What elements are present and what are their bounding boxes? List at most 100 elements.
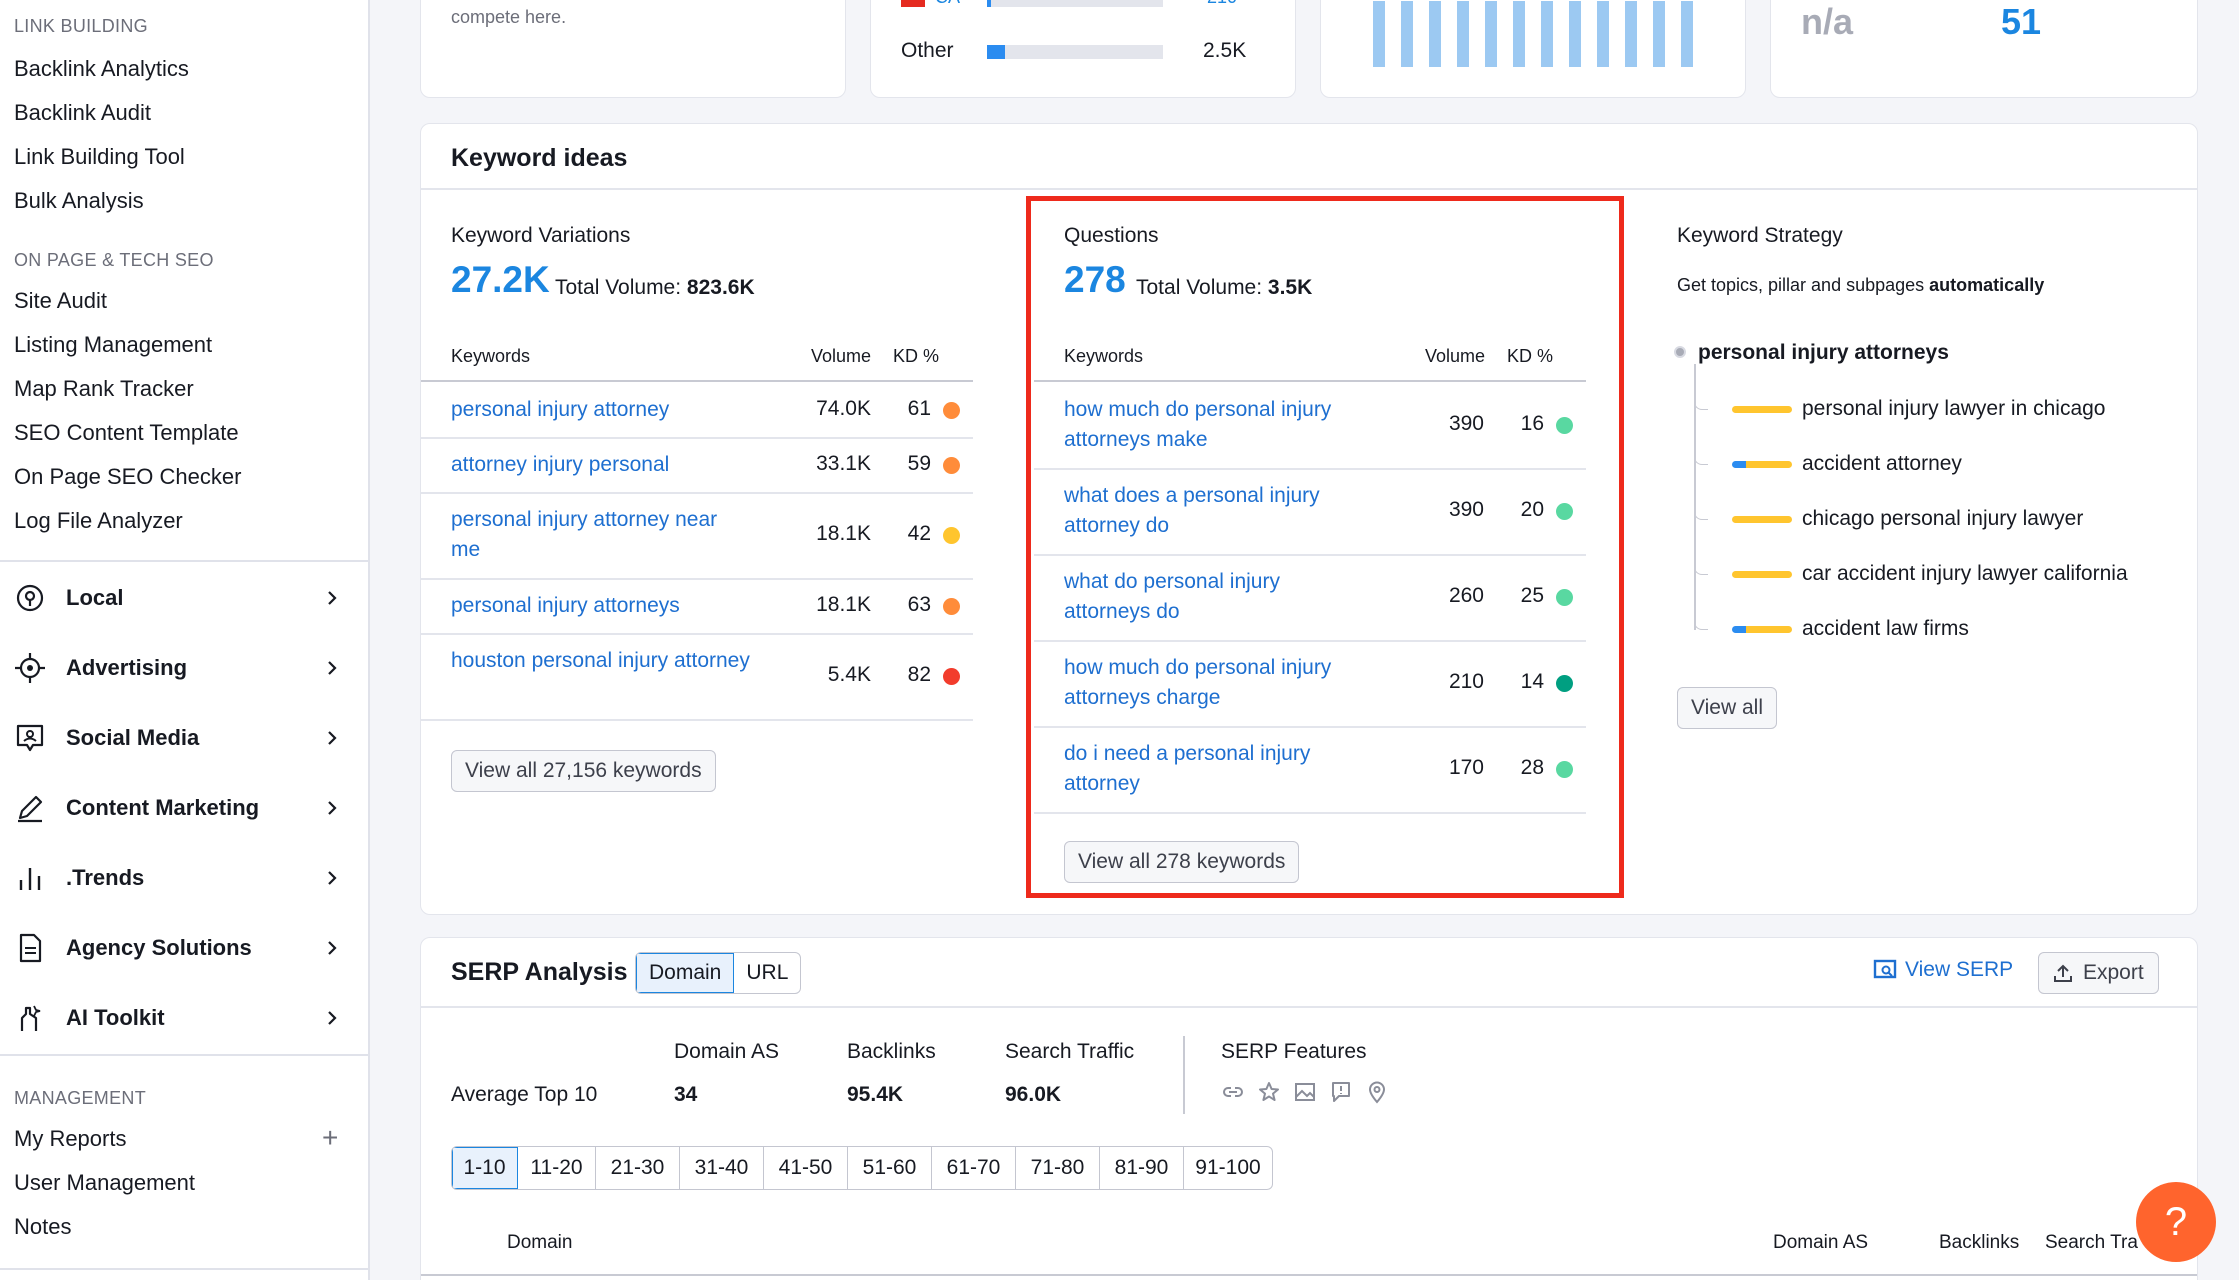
trend-bar bbox=[1429, 1, 1441, 67]
col-domain-header: Domain bbox=[507, 1232, 573, 1253]
chevron-right-icon bbox=[328, 941, 337, 955]
management-heading: MANAGEMENT bbox=[14, 1088, 147, 1108]
sidebar-item-trends[interactable]: .Trends bbox=[0, 848, 368, 908]
sidebar-item-bulk-analysis[interactable]: Bulk Analysis bbox=[14, 188, 144, 213]
page-tab[interactable]: 31-40 bbox=[680, 1147, 764, 1189]
sidebar-item-local[interactable]: Local bbox=[0, 568, 368, 628]
sidebar-item-link-building-tool[interactable]: Link Building Tool bbox=[14, 144, 185, 169]
sidebar-item-user-management[interactable]: User Management bbox=[14, 1170, 195, 1195]
page-tab[interactable]: 51-60 bbox=[848, 1147, 932, 1189]
onpage-heading: ON PAGE & TECH SEO bbox=[14, 250, 214, 270]
sidebar-item-backlink-analytics[interactable]: Backlink Analytics bbox=[14, 56, 189, 81]
keyword-link[interactable]: personal injury attorney bbox=[451, 397, 670, 421]
chevron-right-icon bbox=[328, 801, 337, 815]
page-tab[interactable]: 91-100 bbox=[1195, 1156, 1261, 1179]
count-value: 51 bbox=[2001, 1, 2042, 42]
average-top10-label: Average Top 10 bbox=[451, 1083, 598, 1106]
keyword-kd: 14 bbox=[1520, 670, 1544, 693]
tree-item-label[interactable]: chicago personal injury lawyer bbox=[1802, 507, 2084, 530]
sidebar-item-map-rank-tracker[interactable]: Map Rank Tracker bbox=[14, 376, 194, 401]
sidebar-item-backlink-audit[interactable]: Backlink Audit bbox=[14, 100, 151, 125]
trend-bar bbox=[1569, 1, 1581, 67]
sidebar-item-seo-content-template[interactable]: SEO Content Template bbox=[14, 420, 239, 445]
trend-bar bbox=[1401, 1, 1413, 67]
chat-bubble-icon bbox=[12, 720, 48, 756]
tree-item-label[interactable]: accident law firms bbox=[1802, 617, 1969, 640]
keyword-volume: 33.1K bbox=[816, 451, 871, 475]
variations-count[interactable]: 27.2K bbox=[451, 259, 550, 300]
col-keywords-header: Keywords bbox=[451, 346, 531, 366]
location-icon bbox=[1368, 1081, 1386, 1104]
search-traffic-value: 96.0K bbox=[1005, 1083, 1062, 1106]
tree-item-label[interactable]: accident attorney bbox=[1802, 452, 1962, 475]
tree-root-label[interactable]: personal injury attorneys bbox=[1698, 341, 1949, 364]
tree-branch-line bbox=[1694, 396, 1708, 410]
questions-count[interactable]: 278 bbox=[1064, 259, 1126, 300]
export-button[interactable]: Export bbox=[2038, 952, 2159, 994]
sidebar-item-on-page-seo-checker[interactable]: On Page SEO Checker bbox=[14, 464, 242, 489]
keyword-link[interactable]: do i need a personal injury attorney bbox=[1064, 742, 1311, 795]
keyword-volume: 170 bbox=[1448, 756, 1484, 779]
sidebar-item-label: Agency Solutions bbox=[66, 935, 252, 960]
toggle-url[interactable]: URL bbox=[746, 961, 789, 984]
keyword-link[interactable]: what does a personal injury attorney do bbox=[1064, 484, 1320, 537]
serp-analysis-card: SERP Analysis Domain URL View SERP Expor… bbox=[420, 937, 2198, 1280]
tree-bar-blue bbox=[1732, 626, 1746, 633]
kd-difficulty-dot bbox=[1556, 675, 1573, 692]
table-header-line bbox=[1034, 380, 1586, 382]
trend-bar bbox=[1373, 1, 1385, 67]
view-all-questions-button[interactable]: View all 278 keywords bbox=[1064, 841, 1300, 883]
page-tab[interactable]: 1-10 bbox=[452, 1147, 518, 1189]
strategy-title: Keyword Strategy bbox=[1677, 224, 1843, 247]
chevron-right-icon bbox=[328, 871, 337, 885]
keyword-link[interactable]: personal injury attorneys bbox=[451, 593, 680, 617]
serp-table-header-line bbox=[421, 1274, 2197, 1276]
sidebar-item-label: Local bbox=[66, 585, 124, 610]
keyword-kd: 28 bbox=[1520, 756, 1544, 779]
keyword-link[interactable]: attorney injury personal bbox=[451, 452, 670, 476]
tree-branch-line bbox=[1694, 451, 1708, 465]
keyword-link[interactable]: personal injury attorney near me bbox=[451, 508, 718, 561]
page-tab[interactable]: 41-50 bbox=[764, 1147, 848, 1189]
location-pin-icon bbox=[12, 580, 48, 616]
sidebar-item-agency-solutions[interactable]: Agency Solutions bbox=[0, 918, 368, 978]
table-row-divider bbox=[421, 437, 973, 439]
keyword-link[interactable]: what do personal injury attorneys do bbox=[1064, 570, 1280, 623]
toggle-domain[interactable]: Domain bbox=[636, 953, 735, 993]
backlinks-label: Backlinks bbox=[847, 1040, 936, 1063]
sidebar-item-notes[interactable]: Notes bbox=[14, 1214, 72, 1239]
sidebar-item-site-audit[interactable]: Site Audit bbox=[14, 288, 107, 313]
tree-item-label[interactable]: personal injury lawyer in chicago bbox=[1802, 397, 2106, 420]
keyword-volume: 74.0K bbox=[816, 396, 871, 420]
page-tab[interactable]: 71-80 bbox=[1016, 1147, 1100, 1189]
sidebar-item-log-file-analyzer[interactable]: Log File Analyzer bbox=[14, 508, 183, 533]
sidebar-item-my-reports[interactable]: My Reports bbox=[14, 1126, 127, 1151]
keyword-ideas-card: Keyword ideas Keyword Variations 27.2K T… bbox=[420, 123, 2198, 915]
page-tab[interactable]: 81-90 bbox=[1100, 1147, 1184, 1189]
add-report-icon[interactable]: + bbox=[322, 1122, 339, 1153]
keyword-link[interactable]: houston personal injury attorney bbox=[451, 649, 750, 672]
view-all-strategy-button[interactable]: View all bbox=[1677, 687, 1777, 729]
tree-item-label[interactable]: car accident injury lawyer california bbox=[1802, 562, 2128, 585]
sidebar-item-ai-toolkit[interactable]: AI Toolkit bbox=[0, 988, 368, 1048]
trend-bar bbox=[1513, 1, 1525, 67]
keyword-link[interactable]: how much do personal injury attorneys ma… bbox=[1064, 398, 1332, 451]
table-row-divider bbox=[1034, 554, 1586, 556]
view-all-variations-button[interactable]: View all 27,156 keywords bbox=[451, 750, 716, 792]
tree-bar-yellow bbox=[1746, 626, 1792, 633]
view-serp-link[interactable]: View SERP bbox=[1873, 958, 2013, 982]
sidebar-item-advertising[interactable]: Advertising bbox=[0, 638, 368, 698]
tree-bar-yellow bbox=[1732, 516, 1792, 523]
sidebar-item-listing-management[interactable]: Listing Management bbox=[14, 332, 213, 357]
sidebar-item-social-media[interactable]: Social Media bbox=[0, 708, 368, 768]
kd-difficulty-dot bbox=[1556, 761, 1573, 778]
table-row-divider bbox=[421, 578, 973, 580]
page-tab[interactable]: 21-30 bbox=[596, 1147, 680, 1189]
help-button[interactable]: ? bbox=[2136, 1182, 2216, 1262]
sidebar-item-content-marketing[interactable]: Content Marketing bbox=[0, 778, 368, 838]
page-tab[interactable]: 61-70 bbox=[932, 1147, 1016, 1189]
page-tab[interactable]: 11-20 bbox=[518, 1147, 596, 1189]
variations-title: Keyword Variations bbox=[451, 224, 631, 247]
keyword-link[interactable]: how much do personal injury attorneys ch… bbox=[1064, 656, 1332, 709]
table-header-line bbox=[421, 380, 973, 382]
